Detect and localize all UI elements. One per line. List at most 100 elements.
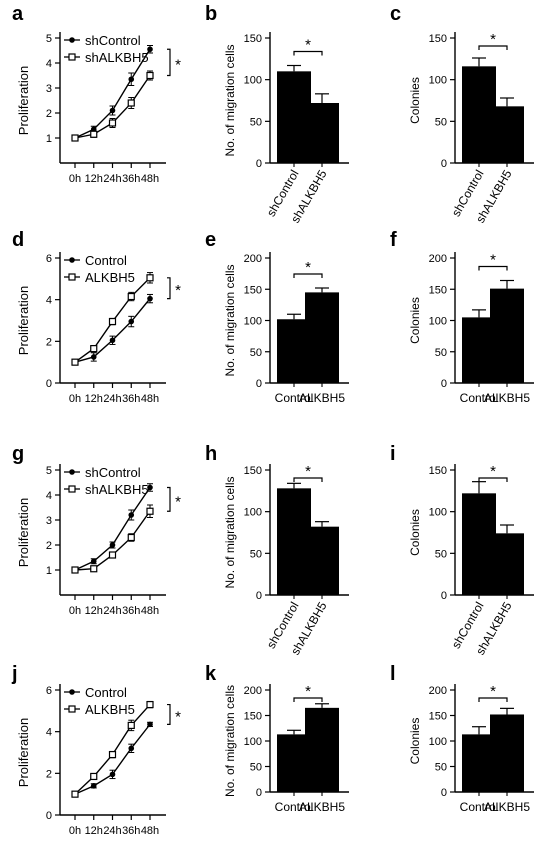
data-point: [146, 507, 154, 515]
y-tick-label: 50: [435, 116, 447, 128]
panel-letter: e: [205, 229, 216, 251]
data-point: [128, 318, 135, 325]
data-point: [109, 771, 116, 778]
significance-star: *: [305, 259, 311, 276]
y-tick-label: 0: [256, 378, 262, 390]
series-line: [74, 704, 151, 795]
y-tick-label: 0: [46, 378, 52, 390]
x-tick-label: ALKBH5: [484, 800, 530, 814]
x-tick-label: 0h: [69, 605, 81, 617]
significance-bracket: [293, 50, 323, 56]
data-point: [108, 317, 117, 326]
y-tick-label: 1: [46, 133, 52, 145]
y-tick-label: 2: [46, 336, 52, 348]
legend-marker: [68, 53, 76, 61]
y-tick-label: 100: [429, 316, 447, 328]
y-tick-label: 150: [429, 711, 447, 723]
panel-k: k 0 50 100 150 200 No. of migration cells Contr…: [205, 663, 349, 814]
data-point: [90, 783, 97, 789]
data-point: [109, 337, 116, 344]
data-point: [71, 790, 79, 798]
y-tick-label: 0: [256, 590, 262, 602]
significance-star: *: [490, 463, 496, 480]
data-point: [127, 292, 135, 301]
panel-g: g 1 2 3 4 5 Proliferation 0h 12h 24h 36h 48h shContr…: [12, 443, 181, 617]
panel-letter: k: [205, 663, 217, 685]
x-tick-label: 24h: [103, 605, 121, 617]
significance-star: *: [175, 708, 181, 725]
y-tick-label: 2: [46, 768, 52, 780]
y-axis-label: Colonies: [408, 297, 422, 344]
legend-label: shControl: [85, 33, 141, 48]
data-point: [147, 46, 153, 53]
y-tick-label: 150: [244, 465, 262, 477]
significance-bracket: [478, 265, 508, 271]
legend-marker: [68, 485, 76, 493]
legend-label: shControl: [85, 465, 141, 480]
y-tick-label: 200: [244, 253, 262, 265]
y-axis-label: Proliferation: [16, 718, 31, 787]
y-axis-label: No. of migration cells: [223, 476, 237, 588]
y-axis-label: Colonies: [408, 718, 422, 765]
panel-d: d 0 2 4 6 Proliferation 0h 12h 24h 36h 48h Control A…: [12, 229, 181, 405]
data-point: [90, 565, 98, 573]
data-point: [90, 126, 97, 133]
legend-label: Control: [85, 253, 127, 268]
panel-j: j 0 2 4 6 Proliferation 0h 12h 24h 36h 48h Control A…: [11, 663, 181, 837]
y-tick-label: 150: [244, 284, 262, 296]
panel-letter: g: [12, 443, 24, 465]
legend-marker: [69, 37, 75, 43]
data-point: [147, 295, 153, 302]
y-tick-label: 150: [429, 465, 447, 477]
significance-star: *: [175, 493, 181, 510]
x-tick-label: 24h: [103, 825, 121, 837]
significance-star: *: [305, 37, 311, 54]
y-tick-label: 0: [256, 158, 262, 170]
data-point: [71, 134, 79, 142]
y-tick-label: 150: [429, 33, 447, 45]
y-tick-label: 4: [46, 295, 52, 307]
legend-label: ALKBH5: [85, 702, 135, 717]
y-tick-label: 100: [429, 736, 447, 748]
bar: [490, 288, 524, 383]
legend-marker: [68, 273, 76, 281]
bar: [490, 714, 524, 792]
y-axis-label: Colonies: [408, 509, 422, 556]
x-tick-label: 48h: [141, 605, 159, 617]
x-tick-label: 36h: [122, 393, 140, 405]
x-tick-label: 12h: [85, 605, 103, 617]
y-tick-label: 50: [435, 548, 447, 560]
panel-letter: j: [11, 663, 18, 685]
significance-star: *: [490, 31, 496, 48]
y-axis-label: Colonies: [408, 77, 422, 124]
x-tick-label: 12h: [85, 173, 103, 185]
y-tick-label: 0: [441, 787, 447, 799]
y-axis-label: No. of migration cells: [223, 44, 237, 156]
legend-marker: [68, 705, 76, 713]
data-point: [90, 130, 98, 138]
y-tick-label: 0: [441, 590, 447, 602]
data-point: [90, 558, 97, 565]
x-tick-label: 12h: [85, 825, 103, 837]
y-tick-label: 3: [46, 515, 52, 527]
y-axis-label: No. of migration cells: [223, 685, 237, 797]
y-tick-label: 2: [46, 108, 52, 120]
data-point: [127, 533, 135, 542]
significance-bracket: [167, 486, 171, 512]
data-point: [146, 274, 154, 282]
legend-label: shALKBH5: [85, 50, 149, 65]
x-tick-label: 0h: [69, 173, 81, 185]
series-line: [74, 510, 151, 571]
significance-bracket: [478, 477, 508, 482]
x-tick-label: 36h: [122, 173, 140, 185]
y-tick-label: 50: [250, 347, 262, 359]
data-point: [128, 745, 135, 752]
y-tick-label: 100: [244, 316, 262, 328]
significance-star: *: [490, 252, 496, 269]
y-tick-label: 100: [244, 736, 262, 748]
panel-letter: i: [390, 443, 396, 465]
panel-letter: c: [390, 3, 401, 25]
